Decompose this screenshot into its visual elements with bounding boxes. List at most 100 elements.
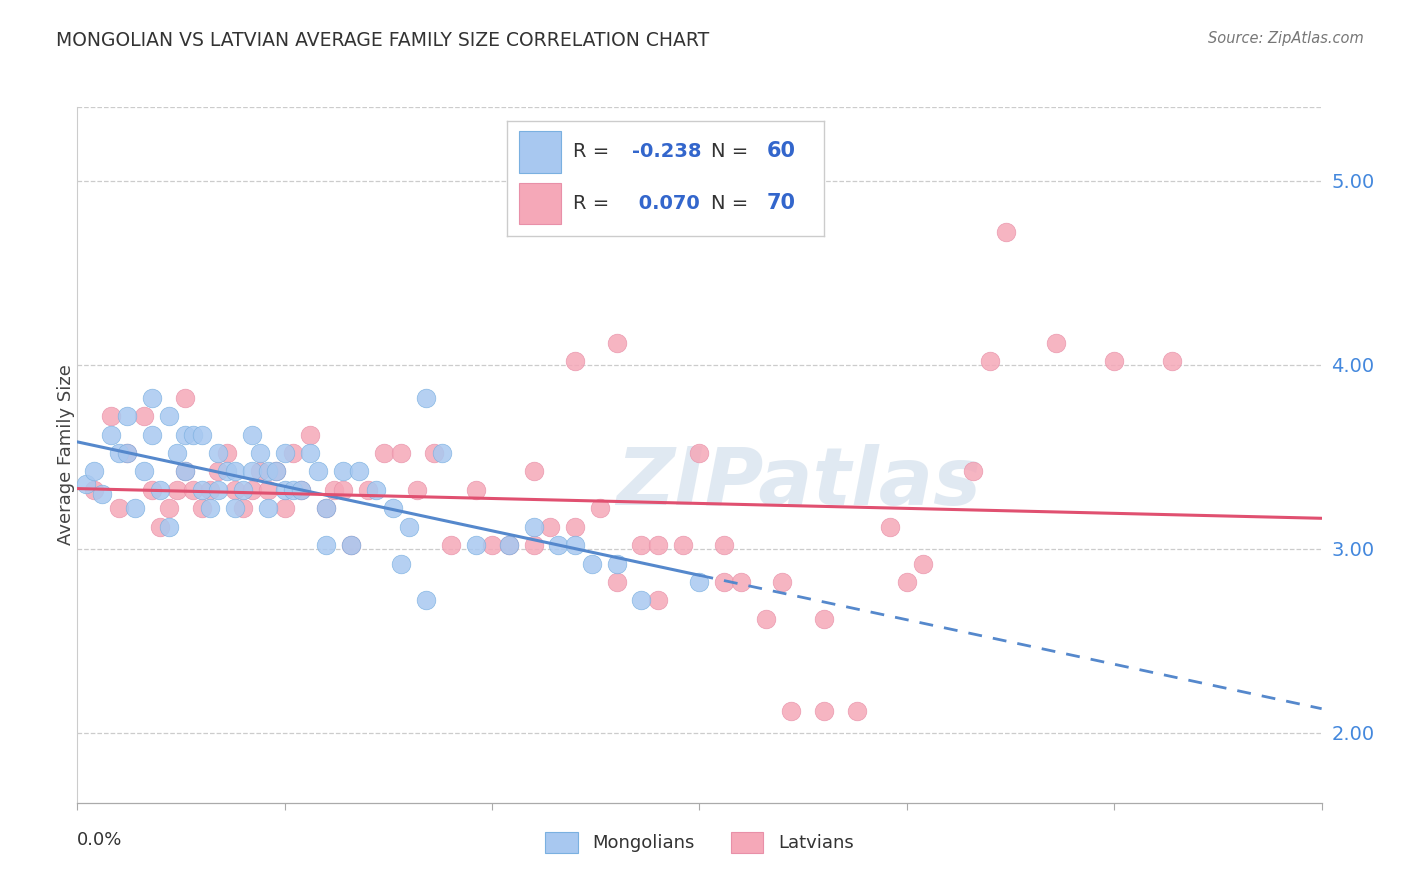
Point [846,704,869,718]
Point [647,538,669,552]
Point [290,483,312,497]
Point [995,225,1018,239]
Point [373,446,395,460]
Point [124,501,146,516]
Point [464,483,486,497]
Point [274,446,297,460]
Point [240,465,263,479]
Point [191,427,214,442]
Point [257,501,280,516]
Point [224,501,246,516]
Point [315,501,337,516]
Point [249,446,271,460]
Point [357,483,380,497]
Point [281,483,304,497]
Point [813,704,835,718]
Point [249,465,271,479]
Point [564,354,586,368]
Point [689,446,711,460]
Point [440,538,463,552]
Point [713,538,735,552]
Point [481,538,503,552]
Point [630,593,652,607]
Point [224,483,246,497]
Point [423,446,446,460]
Point [1161,354,1184,368]
Point [183,483,205,497]
Point [141,427,163,442]
Point [240,483,263,497]
Point [75,477,97,491]
Point [83,483,105,497]
Point [207,465,229,479]
Point [713,574,735,589]
Point [523,465,546,479]
Point [132,409,155,424]
Point [332,483,354,497]
Point [266,465,288,479]
Point [174,427,197,442]
Point [157,409,180,424]
Point [432,446,454,460]
Point [257,483,280,497]
Point [755,612,778,626]
Point [157,501,180,516]
Point [132,465,155,479]
Point [896,574,918,589]
Point [406,483,429,497]
Point [689,574,711,589]
Point [564,519,586,533]
Point [274,501,297,516]
Point [207,483,229,497]
Point [606,335,628,350]
Point [83,465,105,479]
Point [389,446,412,460]
Point [813,612,835,626]
Point [281,446,304,460]
Point [315,501,337,516]
Point [323,483,346,497]
Point [298,446,321,460]
Point [141,483,163,497]
Point [91,486,114,500]
Point [166,483,188,497]
Point [198,501,221,516]
Point [389,557,412,571]
Point [174,465,197,479]
Point [232,483,254,497]
Point [224,465,246,479]
Point [979,354,1001,368]
Point [183,427,205,442]
Point [340,538,363,552]
Point [100,427,122,442]
Point [198,483,221,497]
Point [415,593,437,607]
Point [100,409,122,424]
Point [191,483,214,497]
Point [115,446,138,460]
Point [647,593,669,607]
Text: MONGOLIAN VS LATVIAN AVERAGE FAMILY SIZE CORRELATION CHART: MONGOLIAN VS LATVIAN AVERAGE FAMILY SIZE… [56,31,710,50]
Point [498,538,520,552]
Point [464,538,486,552]
Point [1104,354,1126,368]
Point [630,538,652,552]
Point [115,409,138,424]
Point [298,427,321,442]
Point [257,465,280,479]
Point [564,538,586,552]
Point [240,427,263,442]
Point [115,446,138,460]
Point [108,446,131,460]
Legend: Mongolians, Latvians: Mongolians, Latvians [538,824,860,860]
Point [912,557,935,571]
Point [730,574,752,589]
Point [290,483,312,497]
Point [215,465,238,479]
Point [108,501,131,516]
Text: 0.0%: 0.0% [77,830,122,848]
Point [606,557,628,571]
Point [340,538,363,552]
Point [349,465,371,479]
Point [779,704,801,718]
